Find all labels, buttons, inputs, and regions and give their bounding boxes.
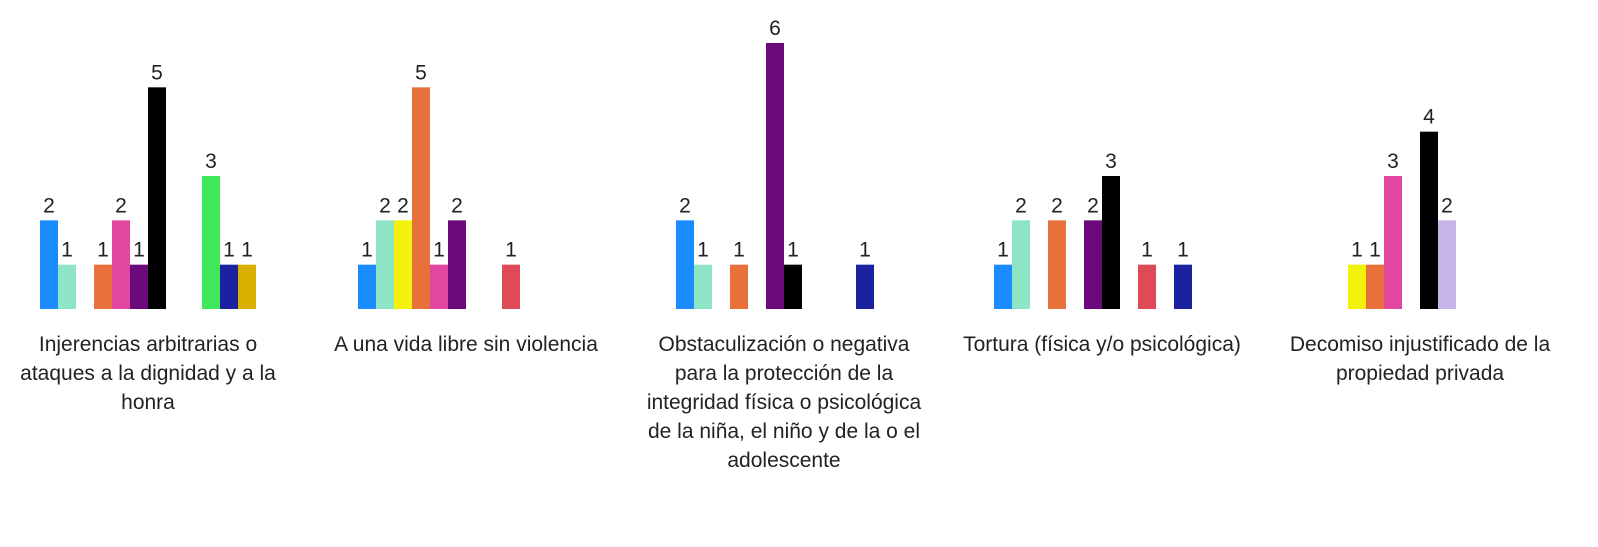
data-label: 2 xyxy=(397,194,409,217)
bar xyxy=(94,264,112,309)
bar xyxy=(1438,220,1456,309)
bar xyxy=(412,87,430,309)
bar xyxy=(148,87,166,309)
bar xyxy=(1348,264,1366,309)
bar xyxy=(112,220,130,309)
data-label: 1 xyxy=(61,239,73,262)
data-label: 6 xyxy=(769,17,781,40)
data-label: 1 xyxy=(361,239,373,262)
data-label: 2 xyxy=(1051,194,1063,217)
data-label: 1 xyxy=(433,239,445,262)
category-label: Obstaculización o negativa para la prote… xyxy=(646,333,922,472)
data-label: 1 xyxy=(133,239,145,262)
data-label: 1 xyxy=(697,239,709,262)
bar xyxy=(1012,220,1030,309)
data-label: 1 xyxy=(505,239,517,262)
data-label: 2 xyxy=(1015,194,1027,217)
data-label: 2 xyxy=(115,194,127,217)
data-label: 1 xyxy=(1369,239,1381,262)
data-label: 1 xyxy=(223,239,235,262)
category-label: A una vida libre sin violencia xyxy=(334,333,598,356)
bar xyxy=(694,264,712,309)
bar xyxy=(202,176,220,309)
data-label: 2 xyxy=(379,194,391,217)
data-label: 2 xyxy=(679,194,691,217)
data-label: 1 xyxy=(97,239,109,262)
bar xyxy=(1084,220,1102,309)
bar xyxy=(430,264,448,309)
bar xyxy=(1174,264,1192,309)
data-label: 1 xyxy=(241,239,253,262)
data-label: 1 xyxy=(787,239,799,262)
data-label: 3 xyxy=(205,150,217,173)
data-label: 2 xyxy=(43,194,55,217)
bar xyxy=(376,220,394,309)
data-label: 2 xyxy=(1087,194,1099,217)
data-label: 1 xyxy=(997,239,1009,262)
bar xyxy=(394,220,412,309)
category-label: Decomiso injustificado de la propiedad p… xyxy=(1289,333,1551,385)
bar xyxy=(220,264,238,309)
bar xyxy=(730,264,748,309)
data-label: 1 xyxy=(1141,239,1153,262)
data-label: 1 xyxy=(859,239,871,262)
data-label: 3 xyxy=(1105,150,1117,173)
data-label: 1 xyxy=(1177,239,1189,262)
data-label: 5 xyxy=(151,61,163,84)
bar xyxy=(766,43,784,309)
bar xyxy=(994,264,1012,309)
bar xyxy=(130,264,148,309)
category-label: Injerencias arbitrarias o ataques a la d… xyxy=(20,333,276,414)
bar xyxy=(58,264,76,309)
bar xyxy=(358,264,376,309)
bar xyxy=(502,264,520,309)
bar xyxy=(1102,176,1120,309)
bar xyxy=(1384,176,1402,309)
data-label: 2 xyxy=(451,194,463,217)
bar xyxy=(1420,131,1438,309)
bar xyxy=(1138,264,1156,309)
data-label: 1 xyxy=(1351,239,1363,262)
bar xyxy=(40,220,58,309)
bar xyxy=(1048,220,1066,309)
bar xyxy=(238,264,256,309)
data-label: 3 xyxy=(1387,150,1399,173)
data-label: 4 xyxy=(1423,106,1435,129)
category-label: Tortura (física y/o psicológica) xyxy=(963,333,1241,356)
bar xyxy=(784,264,802,309)
bar xyxy=(448,220,466,309)
bar xyxy=(1366,264,1384,309)
data-label: 2 xyxy=(1441,194,1453,217)
bar xyxy=(676,220,694,309)
data-label: 5 xyxy=(415,61,427,84)
bar xyxy=(856,264,874,309)
data-label: 1 xyxy=(733,239,745,262)
